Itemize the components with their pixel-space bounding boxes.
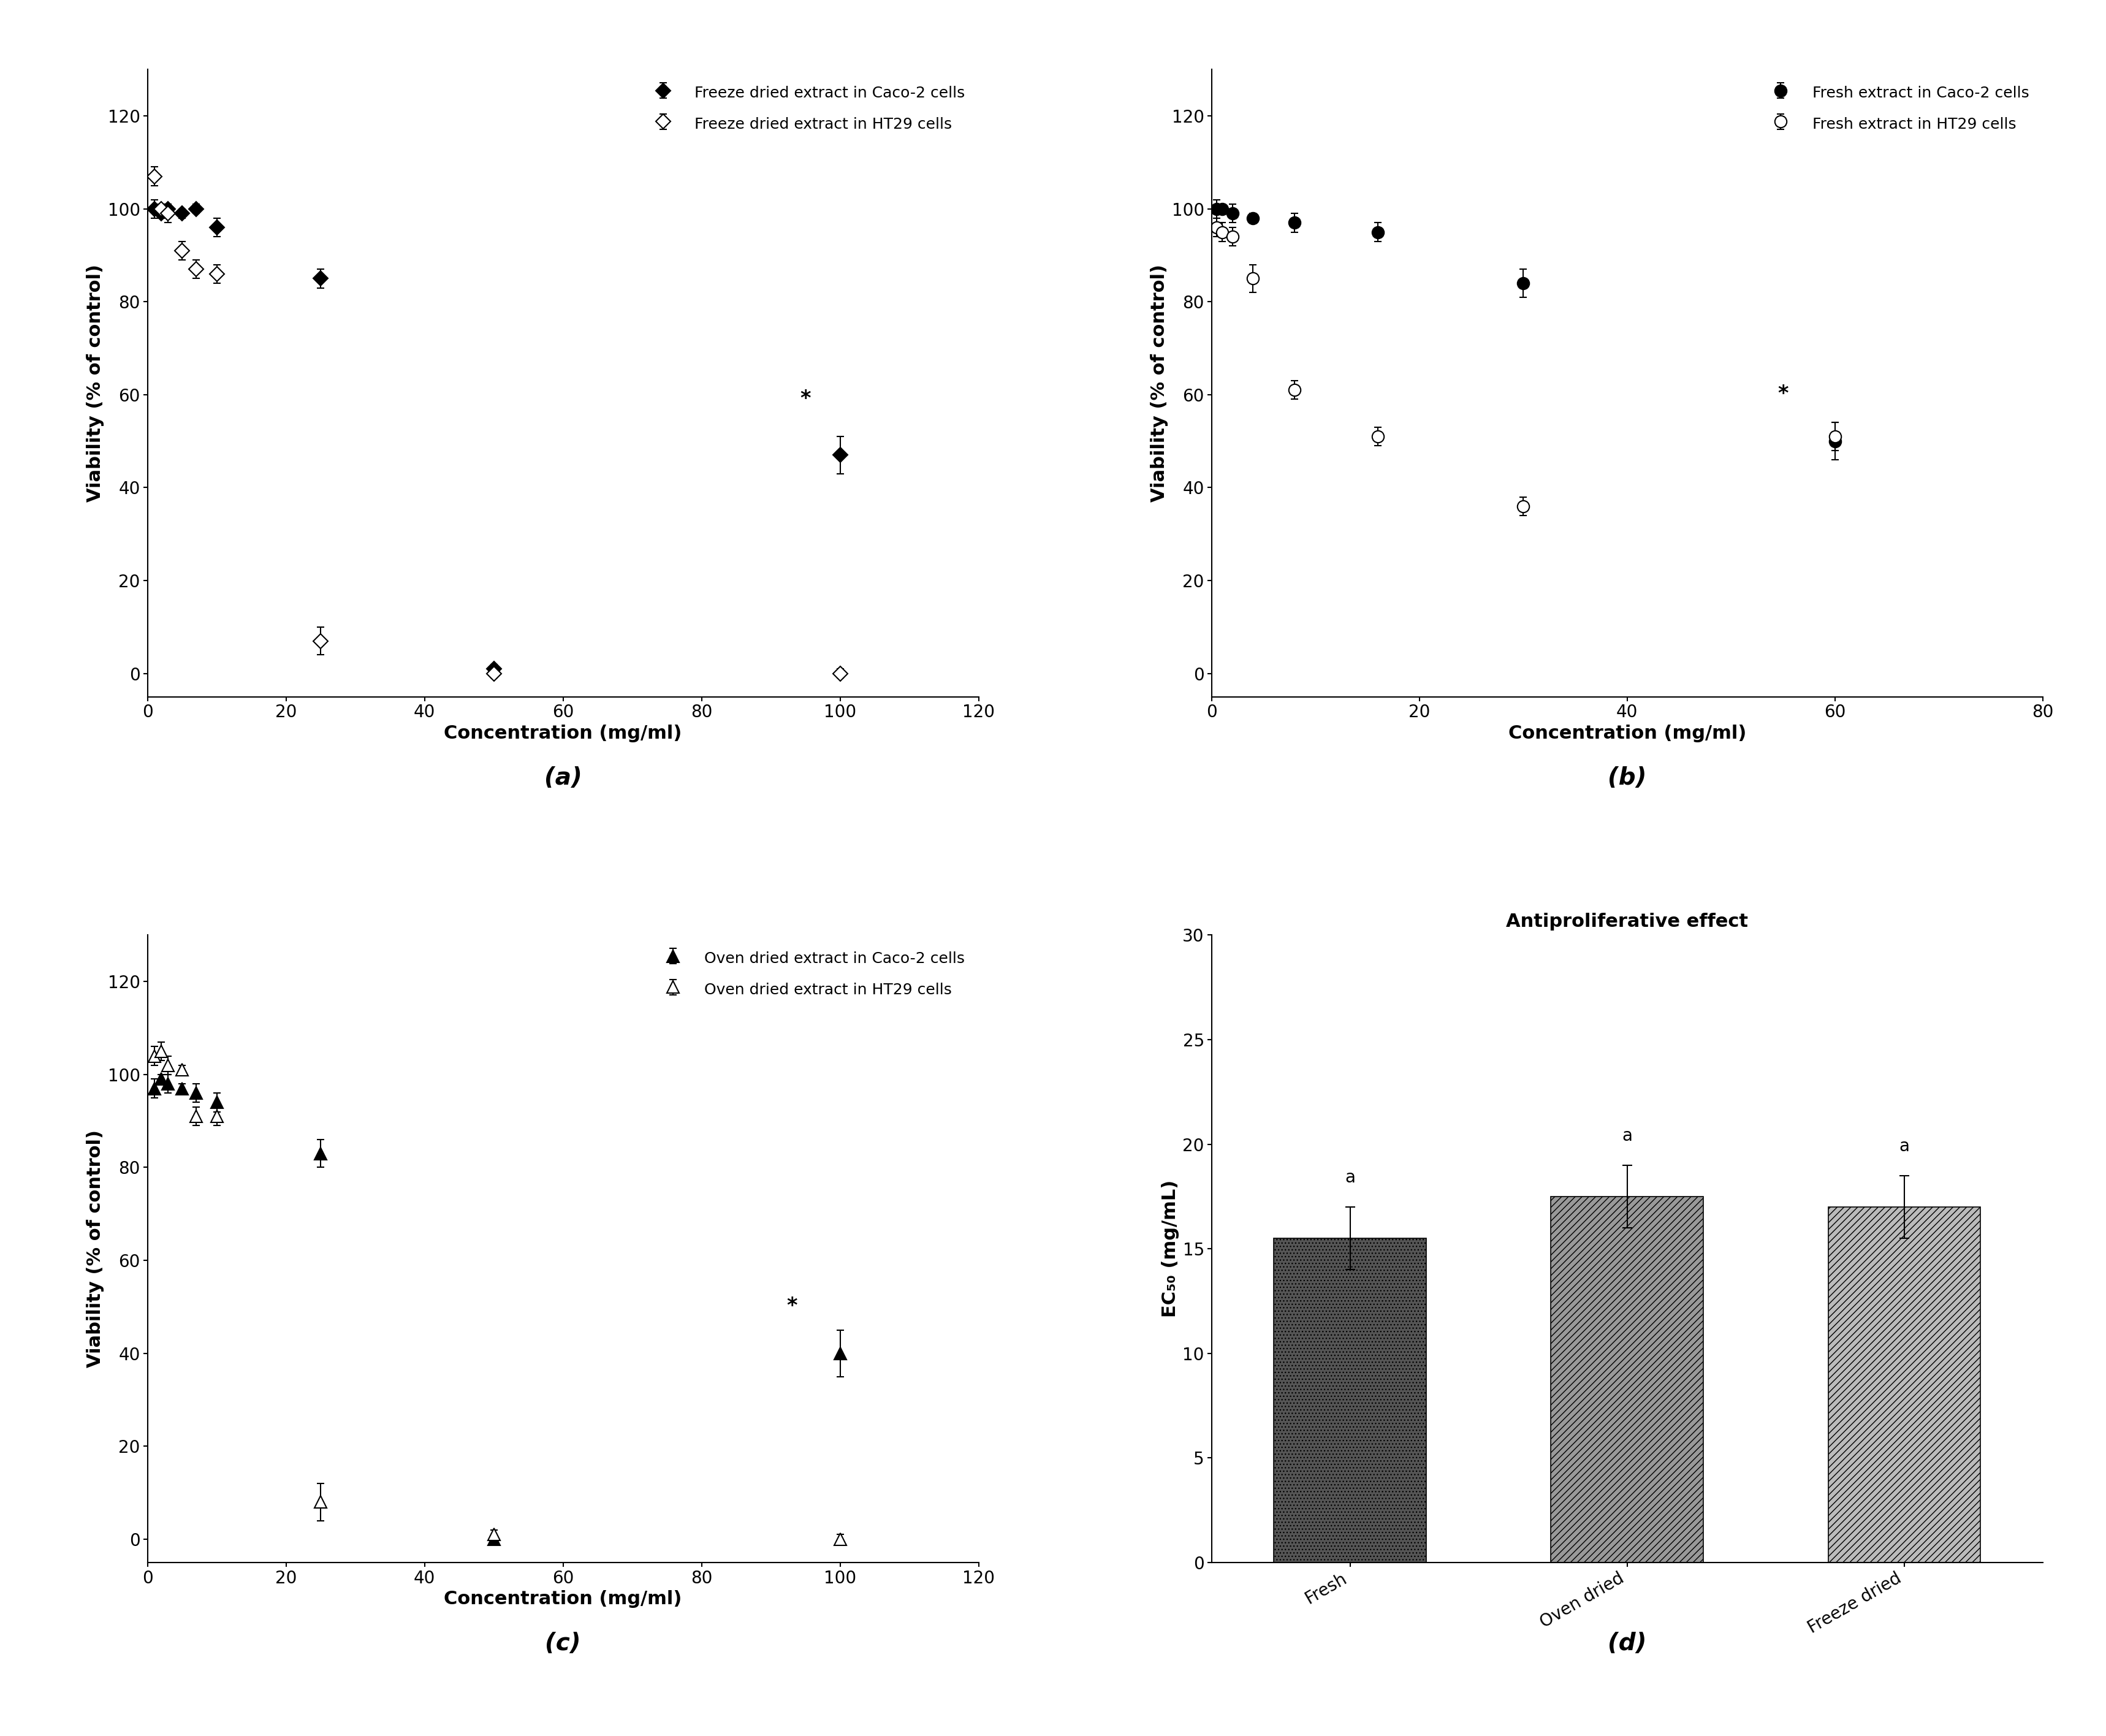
Text: a: a — [1346, 1168, 1356, 1186]
Title: Antiproliferative effect: Antiproliferative effect — [1506, 913, 1748, 930]
Y-axis label: Viability (% of control): Viability (% of control) — [1150, 264, 1169, 502]
Y-axis label: EC₅₀ (mg/mL): EC₅₀ (mg/mL) — [1160, 1180, 1179, 1318]
Legend: Oven dried extract in Caco-2 cells, Oven dried extract in HT29 cells: Oven dried extract in Caco-2 cells, Oven… — [649, 943, 971, 1005]
Bar — [1274, 1238, 1426, 1562]
Text: (d): (d) — [1607, 1632, 1647, 1654]
Bar — [1828, 1207, 1980, 1562]
Text: (a): (a) — [543, 766, 581, 790]
X-axis label: Concentration (mg/ml): Concentration (mg/ml) — [444, 1590, 682, 1608]
Text: a: a — [1622, 1127, 1632, 1144]
Bar — [1550, 1196, 1704, 1562]
X-axis label: Concentration (mg/ml): Concentration (mg/ml) — [444, 724, 682, 743]
Text: *: * — [800, 389, 811, 408]
Legend: Fresh extract in Caco-2 cells, Fresh extract in HT29 cells: Fresh extract in Caco-2 cells, Fresh ext… — [1756, 76, 2034, 139]
Y-axis label: Viability (% of control): Viability (% of control) — [86, 264, 103, 502]
Y-axis label: Viability (% of control): Viability (% of control) — [86, 1130, 103, 1368]
Legend: Freeze dried extract in Caco-2 cells, Freeze dried extract in HT29 cells: Freeze dried extract in Caco-2 cells, Fr… — [638, 76, 971, 139]
Text: a: a — [1900, 1137, 1910, 1154]
Text: *: * — [1777, 384, 1788, 404]
X-axis label: Concentration (mg/ml): Concentration (mg/ml) — [1508, 724, 1746, 743]
Text: *: * — [786, 1295, 796, 1316]
Text: (b): (b) — [1607, 766, 1647, 790]
Text: (c): (c) — [545, 1632, 581, 1654]
